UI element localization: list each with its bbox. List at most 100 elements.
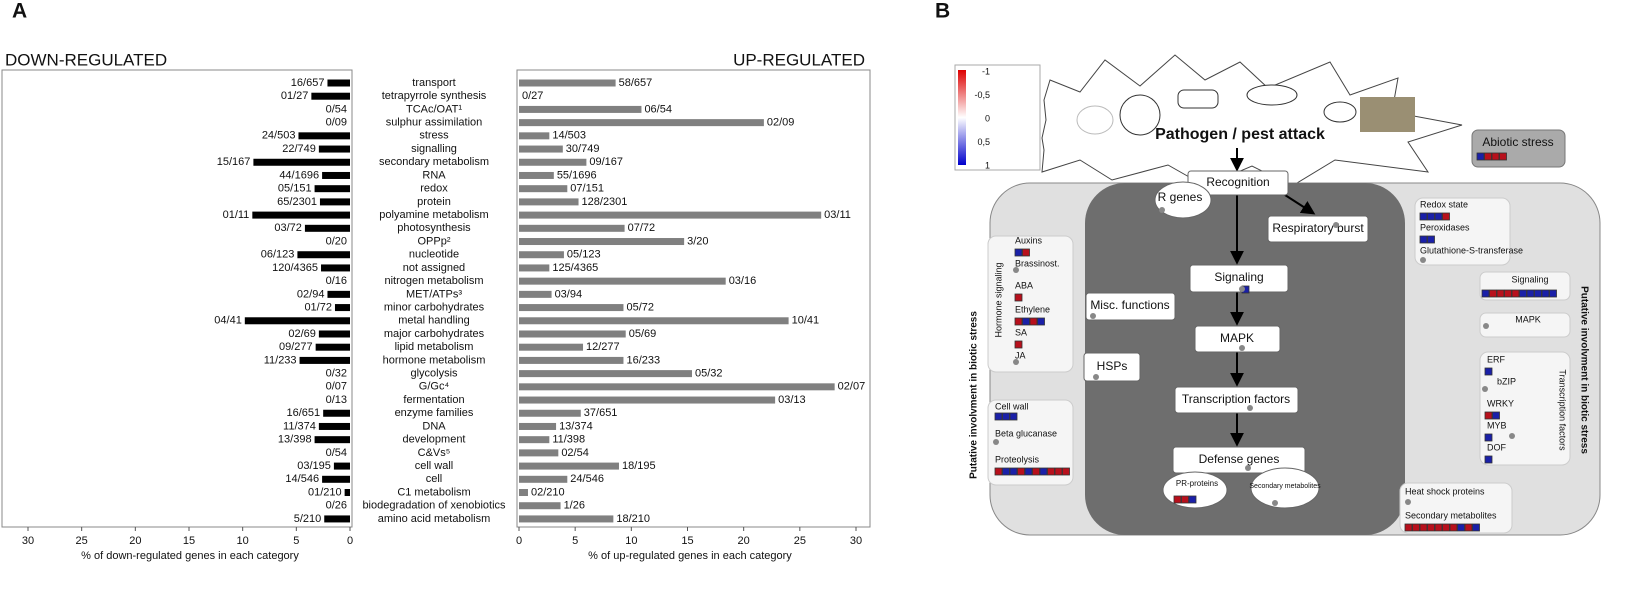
category-label: enzyme families <box>395 407 474 419</box>
category-label: C&Vs⁵ <box>418 447 451 459</box>
bar <box>519 489 528 497</box>
count-label: 16/657 <box>291 77 325 89</box>
expression-cell <box>1449 523 1458 532</box>
dot <box>1090 313 1096 319</box>
dot <box>1333 222 1339 228</box>
side-label: Putative involvment in biotic stress <box>1578 286 1589 454</box>
category-label: OPPp² <box>417 235 450 247</box>
category-label: fermentation <box>403 394 464 406</box>
side-panel <box>1479 312 1571 338</box>
node <box>1085 292 1176 321</box>
category-label: C1 metabolism <box>397 486 470 498</box>
x-tick-label: 0 <box>516 535 522 547</box>
expression-cell <box>994 467 1003 476</box>
x-tick-label: 5 <box>293 535 299 547</box>
bar <box>519 224 625 232</box>
count-label: 13/398 <box>278 434 312 446</box>
item-label: Redox state <box>1420 199 1468 209</box>
item-label: JA <box>1015 350 1026 360</box>
expression-cell <box>1014 317 1023 326</box>
count-label: 0/26 <box>326 500 347 512</box>
dot <box>993 439 999 445</box>
dot <box>1093 374 1099 380</box>
expression-cell <box>1047 467 1055 476</box>
bar <box>519 502 561 510</box>
dot <box>1509 433 1515 439</box>
category-label: G/Gc⁴ <box>419 381 450 393</box>
bar <box>519 370 692 378</box>
item-label: Proteolysis <box>995 454 1040 464</box>
pest-icon <box>1177 89 1219 109</box>
count-label: 44/1696 <box>279 169 319 181</box>
count-label: 18/210 <box>616 513 650 525</box>
expression-cell <box>1427 235 1435 244</box>
count-label: 58/657 <box>619 77 653 89</box>
node <box>1250 467 1320 509</box>
count-label: 07/72 <box>628 222 656 234</box>
expression-cell <box>1024 467 1033 476</box>
expression-cell <box>1484 411 1493 420</box>
expression-cell <box>1009 412 1018 421</box>
count-label: 15/167 <box>217 156 251 168</box>
x-tick-label: 20 <box>129 535 141 547</box>
expression-cell <box>1014 248 1023 257</box>
bar <box>519 356 624 364</box>
expression-cell <box>1492 411 1500 420</box>
bar <box>519 145 563 153</box>
item-label: Cell wall <box>995 401 1029 411</box>
bar <box>519 396 776 404</box>
bar <box>519 343 584 351</box>
count-label: 11/233 <box>264 354 297 366</box>
pest-icon <box>1076 105 1114 135</box>
count-label: 0/54 <box>326 103 347 115</box>
bar <box>519 171 554 179</box>
bar <box>519 515 614 523</box>
bar <box>315 343 350 351</box>
count-label: 01/27 <box>281 90 309 102</box>
bar <box>327 290 350 298</box>
expression-cell <box>1039 467 1048 476</box>
bar <box>519 238 685 246</box>
group-label: Transcription factors <box>1558 369 1568 451</box>
x-tick-label: 30 <box>850 535 862 547</box>
count-label: 18/195 <box>622 460 656 472</box>
expression-cell <box>1457 523 1465 532</box>
bar <box>299 356 350 364</box>
count-label: 05/72 <box>626 301 654 313</box>
bar <box>321 264 350 272</box>
bar <box>519 317 789 325</box>
count-label: 05/32 <box>695 368 723 380</box>
count-label: 37/651 <box>584 407 618 419</box>
dot <box>1013 359 1019 365</box>
category-label: MET/ATPs³ <box>406 288 462 300</box>
expression-cell <box>1032 467 1040 476</box>
x-tick-label: 10 <box>625 535 637 547</box>
panel-a: A DOWN-REGULATED UP-REGULATED % of down-… <box>1 0 871 562</box>
bar <box>519 304 624 312</box>
x-tick-label: 30 <box>22 535 34 547</box>
count-label: 24/503 <box>262 130 296 142</box>
bar <box>519 330 626 338</box>
count-label: 14/503 <box>552 130 586 142</box>
count-label: 0/16 <box>326 275 347 287</box>
expression-cell <box>1419 212 1428 221</box>
count-label: 01/72 <box>304 301 332 313</box>
category-label: nitrogen metabolism <box>384 275 483 287</box>
bar <box>322 171 350 179</box>
expression-cell <box>1009 467 1018 476</box>
count-label: 12/277 <box>586 341 620 353</box>
dot <box>1159 207 1165 213</box>
category-label: RNA <box>422 169 446 181</box>
bar <box>322 475 350 483</box>
dot <box>1247 405 1253 411</box>
expression-cell <box>1002 467 1010 476</box>
item-label: Glutathione-S-transferase <box>1420 245 1523 255</box>
scale-label: 1 <box>985 160 990 170</box>
bar <box>519 462 619 470</box>
category-label: stress <box>419 130 449 142</box>
item-label: WRKY <box>1487 398 1514 408</box>
expression-cell <box>1412 523 1420 532</box>
scale-label: 0,5 <box>977 137 990 147</box>
node-label: Respiratory burst <box>1272 221 1364 235</box>
